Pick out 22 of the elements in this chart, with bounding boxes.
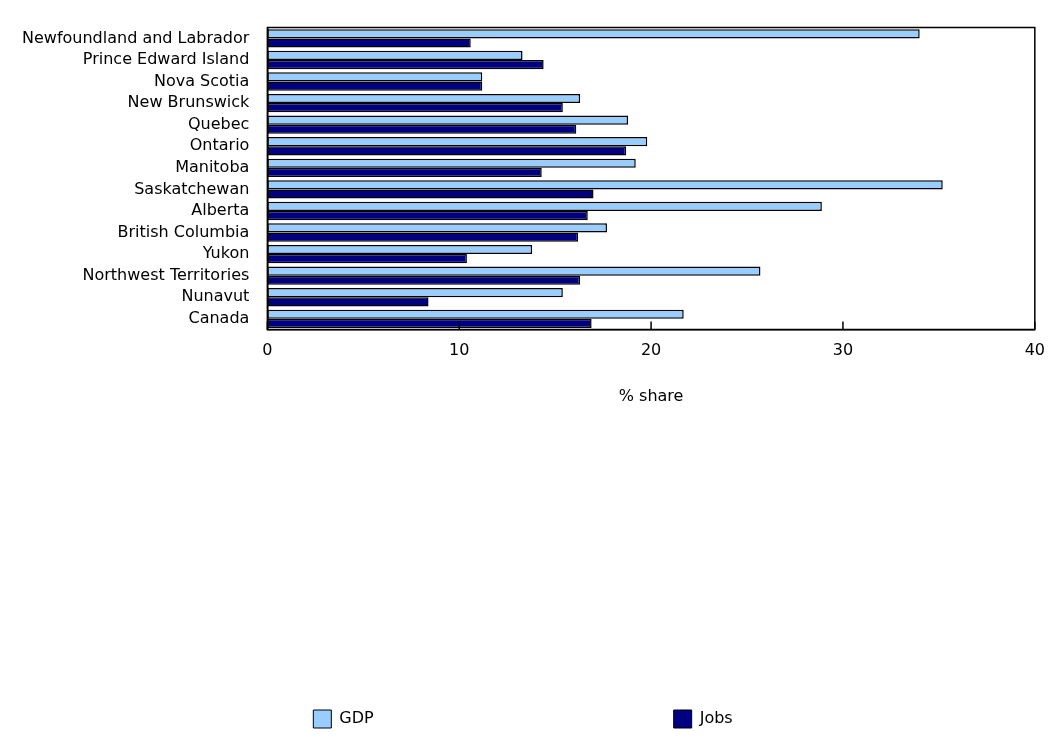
x-axis-title: % share	[618, 385, 684, 405]
x-tick-label: 0	[262, 340, 273, 360]
x-tick-label: 20	[640, 340, 662, 360]
y-tick-label: Ontario	[189, 135, 250, 155]
y-tick-label: Manitoba	[175, 156, 250, 176]
y-tick-label: Newfoundland and Labrador	[22, 27, 250, 47]
y-tick-label: Yukon	[201, 243, 250, 263]
y-tick-label: Canada	[188, 307, 250, 327]
y-tick-label: Alberta	[191, 200, 250, 220]
x-tick-label: 10	[449, 340, 470, 360]
y-tick-label: Nova Scotia	[153, 70, 250, 90]
y-tick-label: Quebec	[187, 113, 250, 133]
y-tick-label: Saskatchewan	[134, 178, 250, 198]
y-tick-label: New Brunswick	[127, 92, 251, 112]
y-tick-label: Nunavut	[181, 286, 250, 306]
y-tick-label: British Columbia	[117, 221, 250, 241]
legend-label: Jobs	[698, 708, 733, 728]
y-tick-label: Northwest Territories	[82, 264, 250, 284]
y-tick-label: Prince Edward Island	[82, 49, 250, 69]
legend-label: GDP	[339, 708, 375, 728]
x-tick-label: 30	[832, 340, 854, 360]
x-tick-label: 40	[1024, 340, 1045, 360]
